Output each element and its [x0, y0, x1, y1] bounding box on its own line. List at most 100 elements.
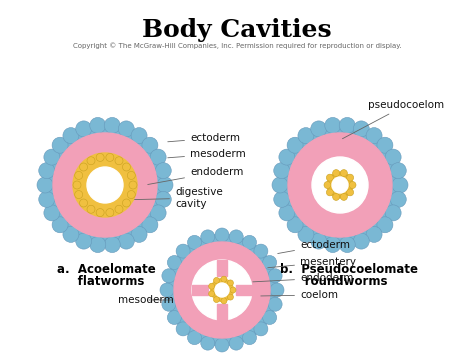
Circle shape	[75, 171, 82, 179]
Circle shape	[279, 149, 295, 165]
Circle shape	[39, 191, 55, 207]
Circle shape	[44, 149, 60, 165]
Circle shape	[392, 177, 408, 193]
Circle shape	[118, 233, 134, 249]
Text: digestive
cavity: digestive cavity	[121, 187, 223, 209]
Circle shape	[243, 331, 256, 345]
Circle shape	[174, 242, 270, 338]
Circle shape	[340, 193, 347, 200]
Text: ectoderm: ectoderm	[278, 240, 350, 253]
Circle shape	[288, 133, 392, 237]
Circle shape	[106, 209, 114, 217]
Circle shape	[87, 167, 123, 203]
Circle shape	[52, 217, 68, 233]
Circle shape	[115, 205, 123, 213]
Circle shape	[167, 256, 182, 269]
Polygon shape	[192, 285, 208, 295]
Circle shape	[167, 311, 182, 324]
Circle shape	[228, 294, 233, 300]
Circle shape	[243, 235, 256, 249]
Circle shape	[279, 205, 295, 221]
Circle shape	[129, 181, 137, 189]
Circle shape	[52, 137, 68, 153]
Circle shape	[122, 163, 130, 171]
Text: flatworms: flatworms	[57, 275, 145, 288]
Circle shape	[340, 170, 347, 176]
Circle shape	[157, 177, 173, 193]
Text: Copyright © The McGraw-Hill Companies, Inc. Permission required for reproduction: Copyright © The McGraw-Hill Companies, I…	[73, 42, 401, 49]
Circle shape	[75, 191, 82, 198]
Circle shape	[104, 236, 120, 252]
Circle shape	[327, 174, 333, 181]
Text: pseudocoelom: pseudocoelom	[342, 100, 444, 139]
Circle shape	[77, 157, 133, 213]
Circle shape	[155, 191, 171, 207]
Circle shape	[209, 291, 215, 297]
Circle shape	[155, 163, 171, 179]
Text: coelom: coelom	[261, 290, 338, 300]
Circle shape	[385, 149, 401, 165]
Text: mesoderm: mesoderm	[118, 295, 174, 305]
Circle shape	[229, 336, 243, 350]
Circle shape	[332, 177, 348, 193]
Circle shape	[333, 193, 340, 200]
Polygon shape	[236, 285, 252, 295]
Circle shape	[96, 153, 104, 162]
Circle shape	[228, 280, 233, 286]
Circle shape	[39, 163, 55, 179]
Circle shape	[263, 256, 277, 269]
Circle shape	[213, 296, 219, 302]
Polygon shape	[217, 260, 227, 276]
Circle shape	[327, 172, 353, 198]
Circle shape	[122, 199, 130, 207]
Circle shape	[385, 205, 401, 221]
Circle shape	[346, 189, 354, 196]
Circle shape	[87, 157, 95, 165]
Text: ectoderm: ectoderm	[168, 133, 240, 143]
Polygon shape	[217, 304, 227, 320]
Circle shape	[150, 205, 166, 221]
Circle shape	[229, 230, 243, 244]
Text: endoderm: endoderm	[148, 167, 243, 185]
Circle shape	[201, 336, 215, 350]
Circle shape	[166, 234, 278, 346]
Circle shape	[63, 226, 79, 242]
Circle shape	[90, 118, 106, 133]
Circle shape	[377, 217, 393, 233]
Text: b.  Pseudocoelomate: b. Pseudocoelomate	[280, 263, 418, 276]
Circle shape	[366, 127, 382, 144]
Circle shape	[268, 269, 282, 283]
Circle shape	[311, 233, 327, 249]
Circle shape	[87, 205, 95, 213]
Text: a.  Acoelomate: a. Acoelomate	[57, 263, 156, 276]
Circle shape	[230, 287, 236, 293]
Circle shape	[131, 226, 147, 242]
Circle shape	[209, 283, 215, 289]
Circle shape	[96, 209, 104, 217]
Text: roundworms: roundworms	[280, 275, 388, 288]
Circle shape	[272, 177, 288, 193]
Circle shape	[188, 331, 201, 345]
Circle shape	[339, 118, 355, 133]
Circle shape	[160, 283, 174, 297]
Circle shape	[150, 149, 166, 165]
Circle shape	[311, 121, 327, 137]
Circle shape	[90, 236, 106, 252]
Circle shape	[215, 228, 229, 242]
Circle shape	[53, 133, 157, 237]
Circle shape	[324, 181, 331, 189]
Text: mesoderm: mesoderm	[168, 149, 246, 159]
Circle shape	[73, 153, 137, 217]
Circle shape	[44, 205, 60, 221]
Circle shape	[366, 226, 382, 242]
Circle shape	[274, 191, 290, 207]
Circle shape	[106, 153, 114, 162]
Circle shape	[176, 244, 190, 258]
Circle shape	[390, 163, 406, 179]
Circle shape	[76, 121, 92, 137]
Circle shape	[254, 322, 268, 336]
Circle shape	[128, 191, 135, 198]
Circle shape	[131, 127, 147, 144]
Circle shape	[333, 170, 340, 176]
Circle shape	[188, 235, 201, 249]
